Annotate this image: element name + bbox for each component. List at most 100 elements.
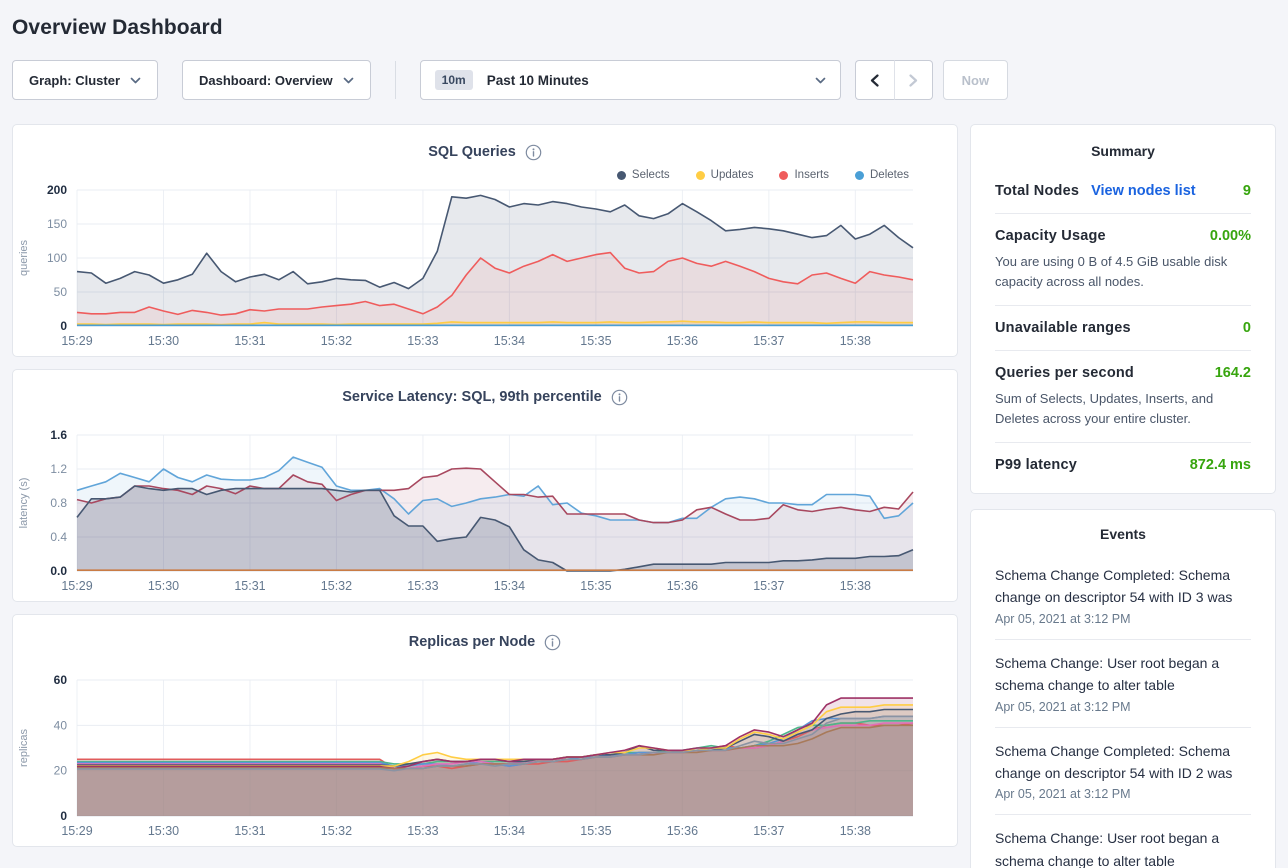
svg-text:15:29: 15:29	[61, 334, 92, 348]
now-button[interactable]: Now	[942, 60, 1009, 100]
svg-text:15:36: 15:36	[667, 824, 698, 838]
svg-text:0: 0	[60, 809, 67, 823]
legend-item-updates[interactable]: Updates	[695, 166, 753, 184]
chart-title: Replicas per Node	[408, 634, 536, 650]
info-icon[interactable]	[544, 634, 561, 651]
svg-text:15:35: 15:35	[580, 824, 611, 838]
svg-text:15:32: 15:32	[321, 334, 352, 348]
svg-text:replicas: replicas	[18, 729, 30, 767]
info-icon[interactable]	[525, 144, 542, 161]
svg-text:15:34: 15:34	[494, 579, 525, 593]
svg-text:20: 20	[54, 764, 68, 778]
event-timestamp: Apr 05, 2021 at 3:12 PM	[995, 699, 1131, 714]
event-item: Schema Change: User root began a schema …	[995, 640, 1251, 728]
sql-queries-plot[interactable]: 15:29 15:30 15:31 15:32 15:33 15:34 15:35 15:36…	[13, 184, 957, 352]
svg-text:15:30: 15:30	[148, 824, 179, 838]
svg-text:15:36: 15:36	[667, 579, 698, 593]
svg-text:15:30: 15:30	[148, 334, 179, 348]
svg-text:100: 100	[47, 251, 67, 265]
event-item: Schema Change Completed: Schema change o…	[995, 728, 1251, 816]
svg-text:15:31: 15:31	[234, 824, 265, 838]
svg-text:15:32: 15:32	[321, 824, 352, 838]
svg-text:queries: queries	[18, 239, 30, 276]
time-prev-button[interactable]	[854, 60, 894, 100]
chevron-down-icon	[815, 77, 826, 83]
svg-text:15:29: 15:29	[61, 824, 92, 838]
time-next-button[interactable]	[893, 60, 933, 100]
svg-text:15:37: 15:37	[753, 824, 784, 838]
svg-text:15:35: 15:35	[580, 334, 611, 348]
replicas-per-node-plot[interactable]: 15:29 15:30 15:31 15:32 15:33 15:34 15:35 15:36…	[13, 674, 957, 842]
graph-dropdown[interactable]: Graph: Cluster	[12, 60, 159, 100]
dashboard-dropdown[interactable]: Dashboard: Overview	[182, 60, 371, 100]
summary-row-capacity-usage: Capacity Usage 0.00% You are using 0 B o…	[995, 214, 1251, 306]
legend-dot	[855, 170, 864, 180]
svg-text:15:30: 15:30	[148, 579, 179, 593]
time-range-label: Past 10 Minutes	[486, 72, 589, 88]
svg-text:15:38: 15:38	[840, 824, 871, 838]
qps-value: 164.2	[1214, 365, 1251, 381]
legend-item-inserts[interactable]: Inserts	[779, 166, 829, 184]
time-range-badge: 10m	[434, 70, 473, 90]
view-nodes-list-link[interactable]: View nodes list	[1091, 183, 1196, 199]
replicas-per-node-panel: Replicas per Node 15:29 15:30 15:31 15:32 15…	[12, 614, 958, 847]
svg-text:50: 50	[54, 285, 68, 299]
unavailable-ranges-value: 0	[1242, 320, 1251, 336]
svg-text:150: 150	[47, 217, 67, 231]
summary-row-unavailable-ranges: Unavailable ranges 0	[995, 306, 1251, 351]
time-range-picker[interactable]: 10m Past 10 Minutes	[419, 60, 841, 100]
svg-text:15:31: 15:31	[234, 579, 265, 593]
toolbar-divider	[394, 61, 396, 99]
summary-title: Summary	[1091, 143, 1155, 159]
chevron-left-icon	[871, 73, 879, 87]
legend-dot	[616, 170, 626, 180]
svg-text:1.6: 1.6	[50, 429, 67, 442]
chart-title: SQL Queries	[428, 144, 516, 160]
capacity-usage-value: 0.00%	[1209, 228, 1251, 244]
svg-text:latency (s): latency (s)	[18, 478, 30, 529]
summary-row-qps: Queries per second 164.2 Sum of Selects,…	[995, 351, 1251, 443]
svg-text:15:29: 15:29	[61, 579, 92, 593]
legend-dot	[695, 170, 705, 180]
event-item: Schema Change Completed: Schema change o…	[995, 552, 1251, 640]
toolbar: Graph: Cluster Dashboard: Overview 10m P…	[12, 60, 1276, 100]
sql-queries-panel: SQL Queries Selects Updates Inserts Dele…	[12, 124, 958, 357]
svg-text:1.2: 1.2	[50, 462, 67, 476]
legend-dot	[779, 170, 789, 180]
svg-text:15:37: 15:37	[753, 579, 784, 593]
event-timestamp: Apr 05, 2021 at 3:12 PM	[995, 787, 1131, 802]
legend-item-selects[interactable]: Selects	[616, 166, 670, 184]
svg-text:0.8: 0.8	[50, 496, 67, 510]
service-latency-panel: Service Latency: SQL, 99th percentile 15…	[12, 369, 958, 602]
svg-text:15:33: 15:33	[407, 579, 438, 593]
svg-text:15:33: 15:33	[407, 824, 438, 838]
chart-title: Service Latency: SQL, 99th percentile	[342, 389, 602, 405]
chart-legend: Selects Updates Inserts Deletes	[13, 162, 957, 184]
event-timestamp: Apr 05, 2021 at 3:12 PM	[995, 611, 1131, 626]
summary-row-total-nodes: Total Nodes View nodes list 9	[995, 169, 1251, 214]
svg-text:200: 200	[47, 184, 67, 197]
page-title: Overview Dashboard	[12, 16, 223, 39]
svg-text:40: 40	[54, 718, 68, 732]
chevron-down-icon	[343, 77, 354, 83]
svg-text:15:33: 15:33	[407, 334, 438, 348]
svg-text:15:38: 15:38	[840, 334, 871, 348]
legend-item-deletes[interactable]: Deletes	[855, 166, 909, 184]
chevron-down-icon	[130, 77, 141, 83]
svg-text:15:34: 15:34	[494, 824, 525, 838]
p99-latency-value: 872.4 ms	[1189, 457, 1251, 473]
total-nodes-value: 9	[1242, 183, 1251, 199]
events-title: Events	[1100, 526, 1146, 542]
info-icon[interactable]	[611, 389, 628, 406]
svg-text:15:35: 15:35	[580, 579, 611, 593]
svg-text:15:34: 15:34	[494, 334, 525, 348]
service-latency-plot[interactable]: 15:29 15:30 15:31 15:32 15:33 15:34 15:35 15:36…	[13, 429, 957, 597]
chevron-right-icon	[909, 73, 917, 87]
qps-note: Sum of Selects, Updates, Inserts, and De…	[995, 391, 1214, 426]
svg-text:0.4: 0.4	[50, 530, 67, 544]
event-item: Schema Change: User root began a schema …	[995, 830, 1220, 868]
svg-text:15:32: 15:32	[321, 579, 352, 593]
events-panel: Events Schema Change Completed: Schema c…	[970, 509, 1276, 868]
svg-text:15:38: 15:38	[840, 579, 871, 593]
